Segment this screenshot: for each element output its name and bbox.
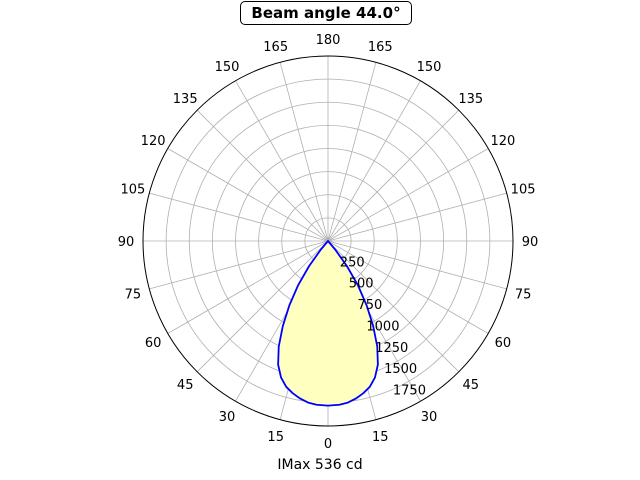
angle-tick-label: 45 xyxy=(177,378,194,393)
angle-tick-label: 30 xyxy=(421,410,438,425)
angle-tick-label: 75 xyxy=(515,287,532,302)
data-layer xyxy=(277,240,379,407)
angle-tick-label: 165 xyxy=(263,40,288,55)
radial-tick-label: 500 xyxy=(349,277,374,292)
angle-tick-label: 30 xyxy=(219,410,236,425)
radial-tick-label: 1750 xyxy=(393,384,426,399)
angle-tick-label: 105 xyxy=(120,183,145,198)
angle-tick-label: 135 xyxy=(173,92,198,107)
angle-tick-label: 15 xyxy=(267,430,284,445)
angle-tick-label: 0 xyxy=(324,437,332,452)
angle-tick-label: 135 xyxy=(458,92,483,107)
angle-tick-label: 120 xyxy=(490,134,515,149)
intensity-curve xyxy=(277,240,379,407)
angle-tick-label: 120 xyxy=(141,134,166,149)
radial-tick-label: 250 xyxy=(340,255,365,270)
angle-tick-label: 180 xyxy=(316,33,341,48)
angle-tick-label: 15 xyxy=(372,430,389,445)
chart-title: Beam angle 44.0° xyxy=(240,1,412,25)
angle-tick-label: 60 xyxy=(495,336,512,351)
angle-tick-label: 75 xyxy=(125,287,142,302)
radial-tick-label: 750 xyxy=(358,298,383,313)
beam-area xyxy=(278,241,378,406)
radial-tick-label: 1000 xyxy=(366,320,399,335)
angle-tick-label: 150 xyxy=(417,60,442,75)
angle-tick-label: 150 xyxy=(215,60,240,75)
angle-tick-label: 60 xyxy=(145,336,162,351)
polar-frame xyxy=(142,55,514,427)
angle-tick-label: 90 xyxy=(118,235,135,250)
radial-tick-label: 1250 xyxy=(375,341,408,356)
angle-tick-label: 45 xyxy=(463,378,480,393)
x-axis-label: IMax 536 cd xyxy=(277,457,363,473)
angle-tick-label: 105 xyxy=(511,183,536,198)
angle-tick-label: 90 xyxy=(522,235,539,250)
angle-tick-label: 165 xyxy=(368,40,393,55)
radial-tick-label: 1500 xyxy=(384,362,417,377)
